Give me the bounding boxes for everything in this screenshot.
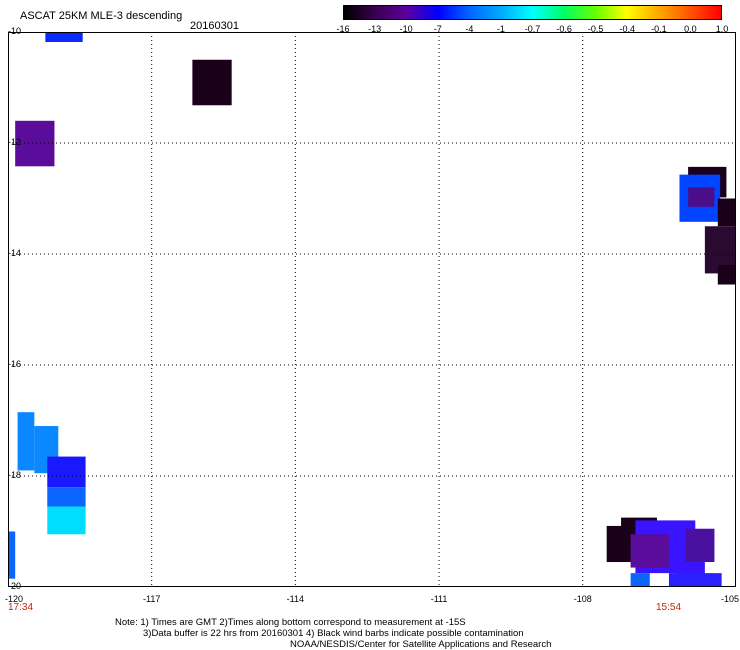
colorbar: [343, 5, 722, 20]
colorbar-tick-label: -0.7: [524, 24, 541, 34]
plot-frame: [8, 32, 736, 587]
wind-cell: [630, 573, 650, 587]
wind-cells: [8, 32, 736, 587]
colorbar-tick-label: -16: [336, 24, 350, 34]
wind-cell: [192, 59, 232, 106]
y-tick-label: -20: [8, 581, 22, 591]
colorbar-tick-label: 1.0: [715, 24, 729, 34]
wind-cell: [47, 487, 86, 507]
map-date: 20160301: [190, 20, 239, 32]
colorbar-tick-label: -7: [433, 24, 442, 34]
y-tick-label: -10: [8, 26, 22, 36]
x-tick-label: -117: [142, 594, 161, 604]
time-left: 17:34: [8, 602, 34, 613]
wind-cell: [45, 32, 83, 42]
map-plot: [8, 32, 736, 587]
note-line-2: 3)Data buffer is 22 hrs from 20160301 4)…: [143, 628, 524, 639]
x-tick-label: -111: [430, 594, 448, 604]
x-tick-label: -114: [286, 594, 305, 604]
y-tick-label: -16: [8, 359, 22, 369]
colorbar-tick-label: -4: [465, 24, 474, 34]
wind-cell: [8, 531, 16, 579]
x-tick-label: -105: [720, 594, 740, 604]
note-line-3: NOAA/NESDIS/Center for Satellite Applica…: [290, 639, 552, 650]
map-title: ASCAT 25KM MLE-3 descending: [20, 10, 183, 22]
wind-cell: [688, 187, 715, 207]
wind-cell: [630, 534, 669, 568]
wind-cell: [47, 456, 86, 488]
colorbar-tick-label: -1: [496, 24, 505, 34]
gridlines: [8, 32, 736, 587]
wind-cell: [685, 528, 715, 563]
x-tick-label: -108: [573, 594, 592, 604]
wind-cell: [717, 198, 736, 227]
wind-cell: [668, 573, 722, 587]
colorbar-tick-label: 0.0: [684, 24, 697, 34]
y-tick-label: -18: [8, 470, 22, 480]
colorbar-tick-label: -0.1: [651, 24, 667, 34]
colorbar-tick-label: -0.6: [556, 24, 572, 34]
colorbar-tick-label: -10: [399, 24, 413, 34]
y-tick-label: -12: [8, 137, 22, 147]
wind-cell: [15, 120, 55, 167]
wind-cell: [17, 412, 35, 471]
wind-cell: [717, 265, 736, 285]
time-right: 15:54: [656, 602, 682, 613]
colorbar-tick-label: -0.5: [587, 24, 604, 34]
colorbar-tick-label: -13: [368, 24, 382, 34]
wind-cell: [47, 506, 86, 535]
note-line-1: Note: 1) Times are GMT 2)Times along bot…: [115, 617, 466, 628]
x-tick-label: -120: [4, 594, 24, 604]
y-tick-label: -14: [8, 248, 22, 258]
colorbar-tick-label: -0.4: [619, 24, 636, 34]
